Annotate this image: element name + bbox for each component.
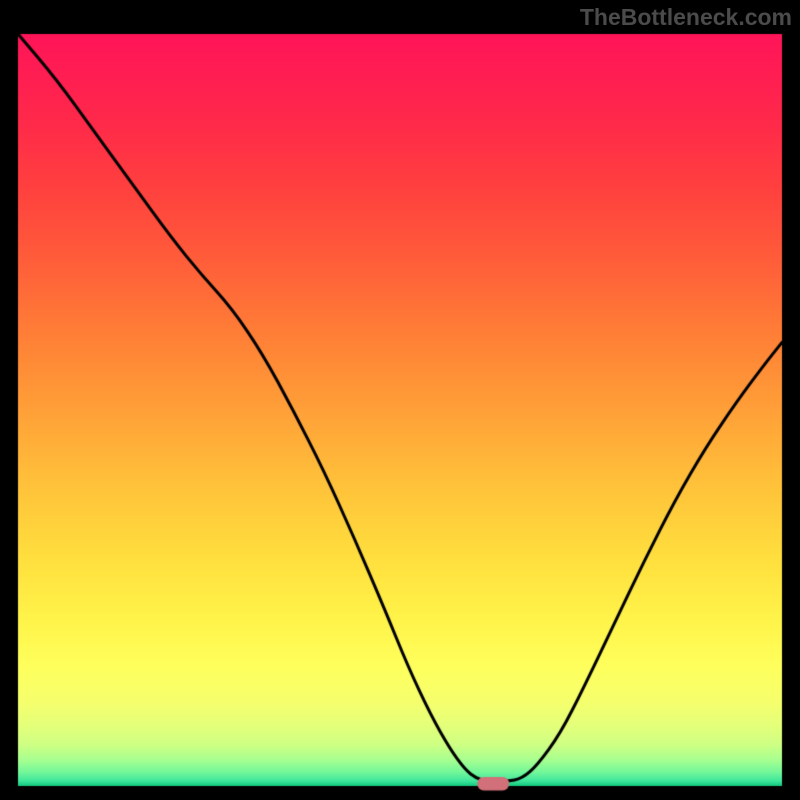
chart-container: TheBottleneck.com: [0, 0, 800, 800]
gradient-v-curve-plot: [0, 0, 800, 800]
